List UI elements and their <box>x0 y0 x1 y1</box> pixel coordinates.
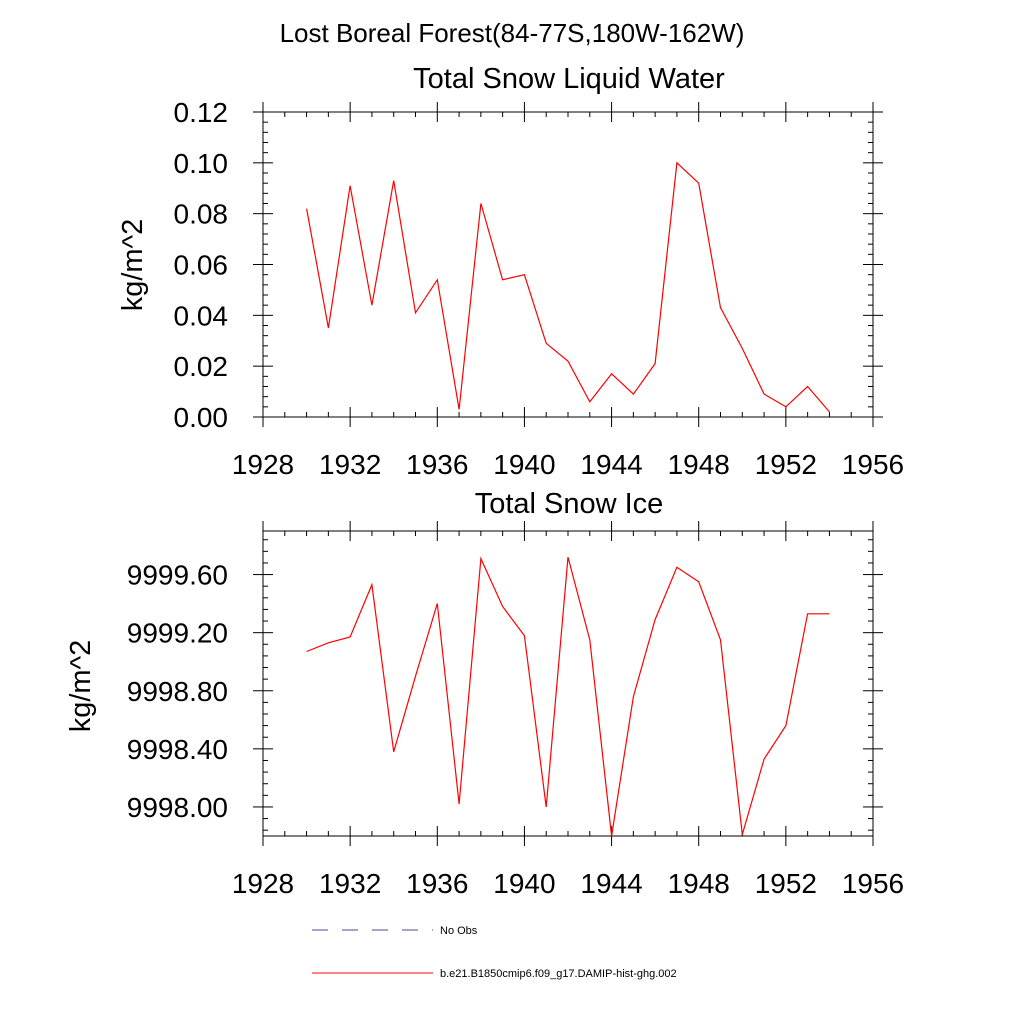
y-tick-label: 0.10 <box>174 148 229 179</box>
y-axis-label: kg/m^2 <box>117 219 149 312</box>
legend-label-no-obs: No Obs <box>440 925 478 937</box>
panel-total-snow-liquid-water: Total Snow Liquid Water kg/m^2 1928 1932 1… <box>117 63 904 480</box>
x-tick-label: 1936 <box>406 868 468 899</box>
legend-label-model: b.e21.B1850cmip6.f09_g17.DAMIP-hist-ghg.… <box>440 968 677 980</box>
axis-ticks <box>253 521 883 846</box>
y-tick-label: 0.00 <box>174 402 229 433</box>
x-tick-label: 1940 <box>493 868 555 899</box>
y-tick-label: 9999.60 <box>127 560 228 591</box>
series-lines <box>306 161 830 413</box>
y-tick-label: 0.04 <box>174 300 229 331</box>
axis-ticks <box>253 102 883 427</box>
x-tick-label: 1940 <box>493 449 555 480</box>
series-lines <box>306 556 830 837</box>
y-tick-label: 0.12 <box>174 97 229 128</box>
y-tick-labels: 9998.00 9998.40 9998.80 9999.20 9999.60 <box>127 560 228 823</box>
y-tick-label: 9998.00 <box>127 792 228 823</box>
series-line <box>306 161 830 413</box>
x-tick-label: 1932 <box>319 449 381 480</box>
y-tick-label: 0.06 <box>174 250 229 281</box>
y-tick-label: 0.02 <box>174 351 229 382</box>
series-line <box>306 556 830 837</box>
x-tick-label: 1928 <box>232 449 294 480</box>
panel-total-snow-ice: Total Snow Ice kg/m^2 1928 1932 1936 1940 19… <box>65 488 904 899</box>
y-axis-label: kg/m^2 <box>65 640 97 733</box>
y-tick-label: 0.08 <box>174 199 229 230</box>
y-tick-label: 9998.40 <box>127 734 228 765</box>
legend: No Obs b.e21.B1850cmip6.f09_g17.DAMIP-hi… <box>312 925 677 980</box>
y-tick-label: 9999.20 <box>127 618 228 649</box>
x-tick-label: 1952 <box>755 868 817 899</box>
y-tick-labels: 0.00 0.02 0.04 0.06 0.08 0.10 0.12 <box>174 97 229 433</box>
x-tick-label: 1932 <box>319 868 381 899</box>
figure-suptitle: Lost Boreal Forest(84-77S,180W-162W) <box>280 18 745 48</box>
x-tick-label: 1944 <box>580 449 642 480</box>
x-tick-label: 1928 <box>232 868 294 899</box>
chart-title: Total Snow Ice <box>475 488 664 520</box>
x-tick-label: 1948 <box>668 868 730 899</box>
x-tick-labels: 1928 1932 1936 1940 1944 1948 1952 1956 <box>232 868 904 899</box>
plot-frame <box>262 111 874 418</box>
x-tick-label: 1936 <box>406 449 468 480</box>
x-tick-label: 1956 <box>842 449 904 480</box>
x-tick-label: 1948 <box>668 449 730 480</box>
chart-title: Total Snow Liquid Water <box>413 63 725 95</box>
y-tick-label: 9998.80 <box>127 676 228 707</box>
x-tick-label: 1944 <box>580 868 642 899</box>
x-tick-label: 1956 <box>842 868 904 899</box>
plot-frame <box>262 530 874 837</box>
x-tick-label: 1952 <box>755 449 817 480</box>
x-tick-labels: 1928 1932 1936 1940 1944 1948 1952 1956 <box>232 449 904 480</box>
